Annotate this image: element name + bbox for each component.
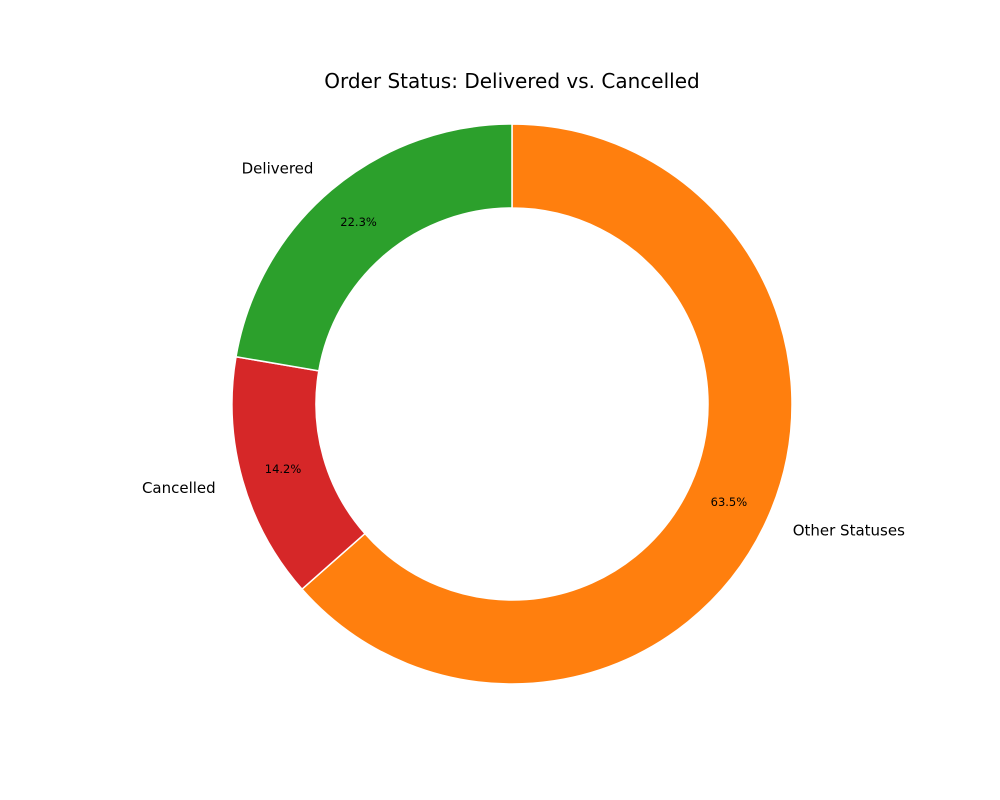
chart-title: Order Status: Delivered vs. Cancelled <box>324 69 699 93</box>
slices-group <box>231 123 793 685</box>
percent-label-cancelled: 14.2% <box>265 462 302 476</box>
category-label-delivered: Delivered <box>242 160 314 178</box>
category-label-other-statuses: Other Statuses <box>793 522 905 540</box>
percent-label-delivered: 22.3% <box>340 215 377 229</box>
category-label-cancelled: Cancelled <box>142 479 216 497</box>
labels-group: 63.5% Other Statuses 14.2% Cancelled 22.3% De… <box>142 160 905 540</box>
percent-label-other-statuses: 63.5% <box>711 495 748 509</box>
slice-other-statuses <box>300 123 793 685</box>
slice-delivered <box>235 123 513 372</box>
